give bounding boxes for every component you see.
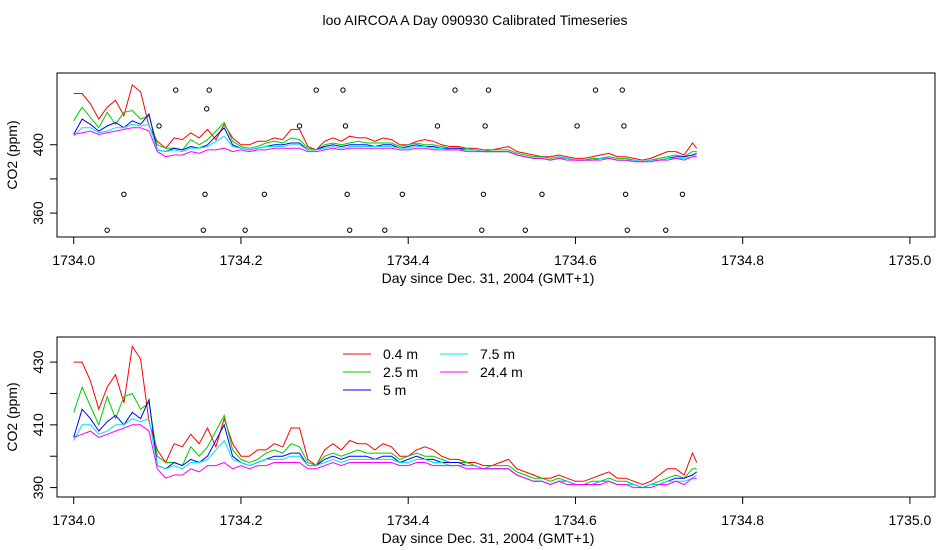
sample-point (574, 123, 580, 129)
sample-point (485, 87, 492, 93)
sample-point (434, 123, 441, 129)
series-line-24-4-m (73, 127, 697, 163)
y-axis-label: CO2 (ppm) (4, 382, 20, 451)
x-tick-label: 1734.8 (721, 252, 764, 268)
figure-title: loo AIRCOA A Day 090930 Calibrated Times… (322, 12, 628, 28)
sample-point (522, 227, 528, 233)
sample-point (173, 87, 179, 93)
sample-point (156, 123, 162, 129)
sample-point (121, 191, 127, 197)
x-tick-label: 1734.0 (52, 512, 95, 528)
sample-point (621, 123, 627, 129)
sample-point (203, 106, 210, 112)
legend-label: 2.5 m (383, 364, 418, 380)
series-line-2-5-m (73, 385, 697, 489)
y-axis-label: CO2 (ppm) (4, 120, 20, 189)
sample-point (104, 227, 110, 233)
legend-label: 0.4 m (383, 346, 418, 362)
sample-point (340, 87, 346, 93)
series-line-0-4-m (73, 345, 698, 486)
sample-point (313, 87, 319, 93)
y-tick-label: 390 (30, 476, 46, 500)
sample-point (399, 191, 406, 197)
x-tick-label: 1734.2 (220, 512, 263, 528)
sample-point (663, 227, 669, 233)
sample-point (592, 87, 599, 93)
legend-label: 24.4 m (480, 364, 523, 380)
panel-bottom: 1734.0 1734.2 1734.4 1734.6 1734.8 1735.0 Day … (4, 336, 936, 546)
sample-point (296, 123, 303, 129)
x-axis-label: Day since Dec. 31, 2004 (GMT+1) (382, 530, 595, 546)
y-tick-label: 430 (30, 350, 46, 374)
series-line-2-5-m (73, 106, 697, 163)
x-tick-label: 1734.0 (52, 252, 95, 268)
sample-point (342, 123, 349, 129)
sample-point (479, 227, 485, 233)
sample-point (539, 191, 545, 197)
sample-point (202, 191, 208, 197)
sample-point (261, 191, 268, 197)
x-tick-label: 1734.6 (554, 252, 597, 268)
sample-point (200, 227, 207, 233)
sample-point (346, 227, 353, 233)
legend-label: 5 m (383, 382, 406, 398)
sample-point (382, 227, 388, 233)
sample-point (242, 227, 248, 233)
plot-frame (56, 72, 936, 238)
sample-point (619, 87, 625, 93)
sample-point (622, 191, 629, 197)
x-axis-label: Day since Dec. 31, 2004 (GMT+1) (382, 270, 595, 286)
sample-point (679, 191, 686, 197)
y-tick-label: 360 (30, 201, 46, 225)
sample-point (344, 191, 350, 197)
series-line-7-5-m (73, 123, 697, 163)
plot-frame (56, 336, 936, 498)
series-line-0-4-m (73, 84, 698, 161)
x-tick-label: 1734.4 (387, 512, 430, 528)
x-tick-label: 1735.0 (889, 512, 932, 528)
sample-point (206, 87, 212, 93)
y-tick-label: 410 (30, 413, 46, 437)
series-line-7-5-m (73, 417, 698, 489)
sample-point (482, 123, 488, 129)
sample-point (480, 191, 487, 197)
sample-point (452, 87, 458, 93)
x-tick-label: 1734.8 (721, 512, 764, 528)
y-tick-label: 400 (30, 133, 46, 157)
sample-point (624, 227, 630, 233)
x-tick-label: 1734.6 (554, 512, 597, 528)
x-tick-label: 1735.0 (889, 252, 932, 268)
series-line-24-4-m (73, 424, 697, 489)
legend-label: 7.5 m (480, 346, 515, 362)
x-tick-label: 1734.2 (220, 252, 263, 268)
x-tick-label: 1734.4 (387, 252, 430, 268)
panel-top: 1734.0 1734.2 1734.4 1734.6 1734.8 1735.0 Day … (4, 72, 936, 286)
